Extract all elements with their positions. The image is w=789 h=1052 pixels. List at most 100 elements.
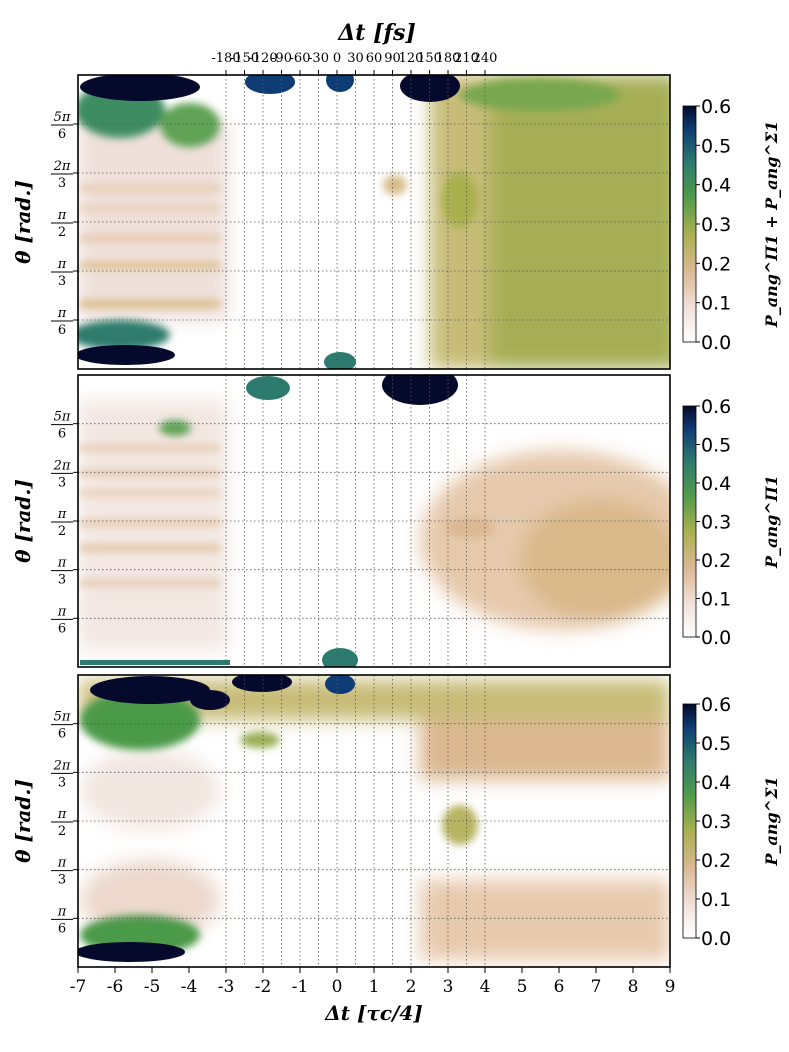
bottom-tick-label: 8 xyxy=(628,977,639,997)
bottom-tick-label: -1 xyxy=(292,977,309,997)
bottom-tick-label: 1 xyxy=(369,977,380,997)
top-tick-label: -30 xyxy=(308,51,329,66)
top-tick-label: 240 xyxy=(473,51,498,66)
colorbar-tick-label: 0.0 xyxy=(701,928,731,950)
panel-1-fringe xyxy=(80,185,220,192)
bottom-axis-title: Δt [τc/4] xyxy=(324,1001,423,1025)
y-tick-label: 6 xyxy=(58,621,66,636)
colorbar-tick-label: 0.0 xyxy=(701,332,731,354)
panel-2-grid xyxy=(78,375,670,667)
colorbar-tick-label: 0.1 xyxy=(701,589,731,611)
colorbar-tick-label: 0.4 xyxy=(701,473,731,495)
y-tick-label: 2π xyxy=(53,758,71,773)
top-tick-label: 120 xyxy=(399,51,424,66)
panel-1-fringe xyxy=(80,205,220,212)
colorbar-label: P_ang^Σ1 xyxy=(762,776,781,866)
panel-1-peak xyxy=(400,75,460,102)
y-tick-label: π xyxy=(57,306,67,321)
panel-2-peak xyxy=(322,648,358,667)
y-tick-label: 3 xyxy=(58,573,66,588)
top-tick-label: 0 xyxy=(333,51,341,66)
top-axis-title: Δt [fs] xyxy=(337,20,416,46)
panel-2-fringe xyxy=(80,445,220,451)
y-tick-label: 2 xyxy=(58,225,66,240)
panel-1-fringe xyxy=(80,262,220,269)
panel-3-peak xyxy=(232,675,292,692)
panel-1-y-ticks: π 6 π 3 π 2 2π 3 5π 6 xyxy=(51,110,78,338)
panel-2-fringe xyxy=(80,580,220,586)
panel-2-y-ticks: π 6 π 3 π 2 2π 3 5π 6 xyxy=(51,410,78,636)
colorbar-tick-label: 0.5 xyxy=(701,135,731,157)
colorbar-tick-label: 0.0 xyxy=(701,627,731,649)
panel-1-mid-blob xyxy=(442,172,478,228)
bottom-tick-label: 2 xyxy=(406,977,417,997)
top-tick-label: -60 xyxy=(290,51,311,66)
panel-2-fringe xyxy=(80,545,220,551)
colorbar-tick-label: 0.6 xyxy=(701,694,731,716)
y-tick-label: 6 xyxy=(58,323,66,338)
y-tick-label: 5π xyxy=(54,710,71,725)
panel-3-peak xyxy=(325,675,355,694)
panel-2-peak xyxy=(382,375,458,405)
panel-1-peak xyxy=(245,75,295,94)
colorbar xyxy=(682,703,697,939)
colorbar xyxy=(682,405,697,638)
colorbar-label: P_ang^Π1 + P_ang^Σ1 xyxy=(762,121,781,329)
top-tick-label: 180 xyxy=(436,51,461,66)
panel-1-peak xyxy=(326,75,354,92)
y-tick-label: 3 xyxy=(58,475,66,490)
heatmap-panel-3: π 6 π 3 π 2 2π 3 5π 6 θ [rad.] xyxy=(11,674,671,968)
colorbar-tick-label: 0.4 xyxy=(701,772,731,794)
colorbar-tick-label: 0.2 xyxy=(701,253,731,275)
y-tick-label: 2 xyxy=(58,524,66,539)
top-tick-label: 210 xyxy=(454,51,479,66)
top-tick-label: 90 xyxy=(384,51,401,66)
panel-1-peak xyxy=(324,352,356,369)
colorbar-tick-label: 0.5 xyxy=(701,733,731,755)
bottom-tick-label: -6 xyxy=(107,977,124,997)
y-tick-label: 3 xyxy=(58,274,66,289)
colorbars: 0.0 0.1 0.2 0.3 0.4 0.5 0.6 P_ang^Π1 + P_ang^Σ1… xyxy=(682,96,781,950)
top-tick-label: -150 xyxy=(230,51,259,66)
y-tick-label: 5π xyxy=(54,110,71,125)
colorbar-tick-label: 0.4 xyxy=(701,175,731,197)
colorbar-tick-label: 0.2 xyxy=(701,850,731,872)
y-tick-label: 3 xyxy=(58,775,66,790)
colorbar-label: P_ang^Π1 xyxy=(762,475,781,569)
bottom-tick-label: 6 xyxy=(554,977,565,997)
y-tick-label: π xyxy=(57,208,67,223)
y-tick-label: π xyxy=(57,856,67,871)
y-tick-label: 6 xyxy=(58,921,66,936)
colorbar xyxy=(682,105,697,343)
y-tick-label: 3 xyxy=(58,873,66,888)
bottom-axis-ticks: -7 -6 -5 -4 -3 -2 -1 0 1 2 3 4 5 6 7 8 9 xyxy=(70,967,676,997)
y-tick-label: 5π xyxy=(54,410,71,425)
colorbar-tick-label: 0.6 xyxy=(701,396,731,418)
bottom-tick-label: -3 xyxy=(218,977,235,997)
panel-2-fringe xyxy=(80,470,220,476)
top-tick-label: -120 xyxy=(248,51,277,66)
panel-2-fringe xyxy=(80,490,220,496)
panel-3-grid xyxy=(78,675,670,967)
y-tick-label: 6 xyxy=(58,727,66,742)
colorbar-tick-label: 0.1 xyxy=(701,889,731,911)
panel-3-peak xyxy=(90,676,210,704)
panel-3-y-axis-title: θ [rad.] xyxy=(11,779,35,863)
colorbar-tick-label: 0.3 xyxy=(701,512,731,534)
bottom-tick-label: 9 xyxy=(665,977,676,997)
y-tick-label: π xyxy=(57,807,67,822)
panel-2-y-axis-title: θ [rad.] xyxy=(11,479,35,563)
colorbar-tick-label: 0.2 xyxy=(701,550,731,572)
panel-2-peak xyxy=(246,376,290,400)
panel-3-y-ticks: π 6 π 3 π 2 2π 3 5π 6 xyxy=(51,710,78,936)
panel-1-mid-blob xyxy=(383,175,407,195)
y-tick-label: 2π xyxy=(53,458,71,473)
bottom-tick-label: 0 xyxy=(332,977,343,997)
colorbar-tick-label: 0.6 xyxy=(701,96,731,118)
top-tick-label: 150 xyxy=(417,51,442,66)
y-tick-label: 3 xyxy=(58,176,66,191)
bottom-tick-label: -2 xyxy=(255,977,272,997)
bottom-tick-label: 4 xyxy=(480,977,491,997)
y-tick-label: 6 xyxy=(58,127,66,142)
